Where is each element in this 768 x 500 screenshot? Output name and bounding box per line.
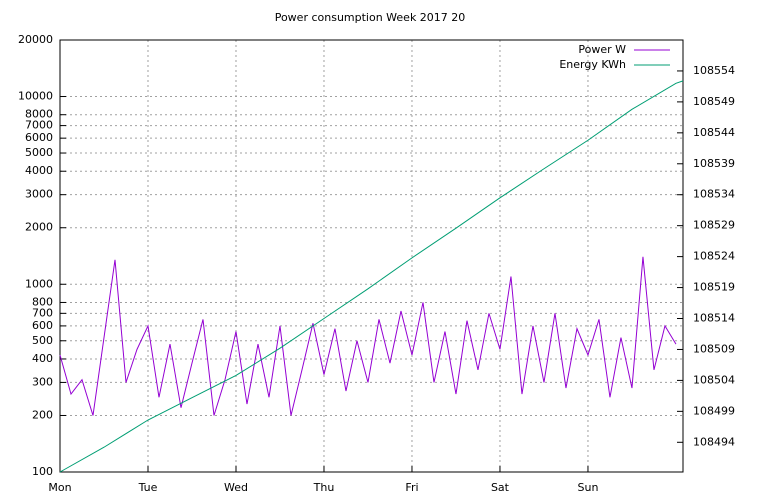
y2-tick-label: 108499 [693,404,735,417]
y-tick-label: 400 [32,352,53,365]
y-tick-label: 5000 [25,146,53,159]
legend-label: Power W [578,43,626,56]
y-tick-label: 8000 [25,108,53,121]
y-tick-label: 200 [32,408,53,421]
y-tick-label: 20000 [18,33,53,46]
y-tick-label: 7000 [25,119,53,132]
y2-tick-label: 108534 [693,188,735,201]
y2-tick-label: 108549 [693,95,735,108]
y2-tick-label: 108529 [693,219,735,232]
x-tick-label: Sun [577,481,598,494]
x-tick-label: Mon [48,481,71,494]
y2-tick-label: 108539 [693,157,735,170]
legend-label: Energy KWh [559,58,626,71]
y2-tick-label: 108554 [693,64,735,77]
chart-title: Power consumption Week 2017 20 [275,11,466,24]
y-tick-label: 2000 [25,221,53,234]
y-tick-label: 4000 [25,164,53,177]
x-tick-label: Sat [491,481,510,494]
x-tick-label: Thu [313,481,335,494]
y-tick-label: 300 [32,375,53,388]
series-line [59,80,684,473]
y-tick-label: 700 [32,306,53,319]
y2-tick-label: 108494 [693,435,735,448]
x-tick-label: Tue [138,481,158,494]
x-tick-label: Fri [405,481,418,494]
y2-tick-label: 108504 [693,373,735,386]
y2-tick-label: 108524 [693,250,735,263]
y-tick-label: 3000 [25,188,53,201]
y-tick-label: 100 [32,465,53,478]
y-tick-label: 10000 [18,90,53,103]
y2-tick-label: 108514 [693,312,735,325]
y2-tick-label: 108544 [693,126,735,139]
y-tick-label: 600 [32,319,53,332]
y2-tick-label: 108519 [693,281,735,294]
y-tick-label: 800 [32,295,53,308]
y-tick-label: 500 [32,334,53,347]
y2-tick-label: 108509 [693,342,735,355]
y-tick-label: 1000 [25,277,53,290]
x-tick-label: Wed [224,481,248,494]
plot-border [59,39,684,473]
series-line [59,256,677,416]
y-tick-label: 6000 [25,131,53,144]
